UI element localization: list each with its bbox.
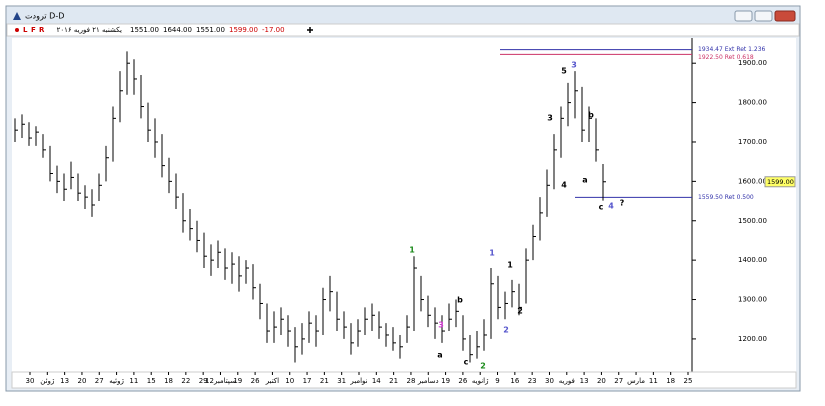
y-tick-label: 1600.00 [738,177,767,185]
x-tick-label: 27 [95,377,104,385]
price-axis-area [692,38,796,372]
wave-label: 3 [571,61,577,70]
x-tick-label: 13 [60,377,69,385]
last-price-box [764,176,796,188]
x-tick-label: ژانویه [472,377,489,385]
level-label: 1559.50 Ret 0.500 [698,194,754,201]
wave-label: 2 [503,326,509,335]
x-tick-label: 19 [233,377,242,385]
y-tick-label: 1200.00 [738,335,767,343]
minimize-button[interactable] [734,10,753,22]
wave-label: 5 [561,67,567,76]
x-tick-label: نوامبر [349,377,367,385]
wave-label: 2 [480,362,486,371]
x-tick-label: 15 [147,377,156,385]
x-tick-label: 18 [666,377,675,385]
x-tick-label: ژوئن [40,377,55,385]
x-tick-label: 17 [303,377,312,385]
x-tick-label: اکتبر [265,377,279,385]
quote-value: 1599.00 [229,26,258,34]
app-icon [13,12,21,20]
x-tick-label: 18 [164,377,173,385]
x-tick-label: 12سپتامبر [205,377,236,385]
level-label: 1922.50 Ret 0.618 [698,54,754,61]
quote-value: 1551.00 [130,26,159,34]
toolbar-item: R [39,26,45,34]
wave-label: c [464,358,469,367]
wave-label: a [437,351,442,360]
x-tick-label: 10 [285,377,294,385]
y-tick-label: 1500.00 [738,217,767,225]
x-tick-label: 27 [614,377,623,385]
x-tick-label: 30 [545,377,554,385]
title-bar [7,7,799,24]
x-tick-label: 25 [684,377,693,385]
toolbar-item: F [31,26,36,34]
x-tick-label: فوریه [559,377,575,385]
x-tick-label: 20 [597,377,606,385]
y-tick-label: 1800.00 [738,99,767,107]
x-tick-label: 26 [251,377,260,385]
toolbar [6,23,800,37]
x-tick-label: 9 [495,377,499,385]
status-dot [15,28,19,32]
x-tick-label: 22 [181,377,190,385]
x-tick-label: 20 [77,377,86,385]
y-tick-label: 1300.00 [738,296,767,304]
quote-value: 1551.00 [196,26,225,34]
x-tick-label: 16 [510,377,519,385]
x-tick-label: 31 [337,377,346,385]
date-label: یکشنبه ۲۱ فوریه ۲۰۱۶ [57,26,122,34]
x-tick-label: 30 [26,377,35,385]
y-tick-label: 1900.00 [738,59,767,67]
window-title: ترودت D-D [25,12,64,21]
wave-label: 4 [608,202,614,211]
toolbar-item: L [23,26,28,34]
wave-label: c [599,203,604,212]
x-tick-label: 19 [441,377,450,385]
level-label: 1934.47 Ext Ret 1.236 [698,46,766,53]
x-tick-label: 21 [320,377,329,385]
x-tick-label: 11 [129,377,138,385]
x-tick-label: 23 [528,377,537,385]
x-tick-label: 13 [580,377,589,385]
maximize-button[interactable] [754,10,773,22]
y-tick-label: 1700.00 [738,138,767,146]
wave-label: ? [620,199,625,208]
time-axis-area [11,371,797,389]
wave-label: 1 [409,246,415,255]
wave-label: 1 [507,261,513,270]
close-button[interactable] [774,10,796,22]
quote-value: 1644.00 [163,26,192,34]
x-tick-label: 28 [406,377,415,385]
x-tick-label: ژوئیه [109,377,124,385]
wave-label: a [582,176,587,185]
x-tick-label: مارس [627,377,645,385]
x-tick-label: 21 [389,377,398,385]
quote-value: -17.00 [262,26,285,34]
x-tick-label: دسامبر [417,377,439,385]
x-tick-label: 11 [649,377,658,385]
wave-label: b [457,296,463,305]
y-tick-label: 1400.00 [738,256,767,264]
x-tick-label: 14 [372,377,381,385]
wave-label: 3 [438,321,444,330]
wave-label: b [588,111,594,120]
wave-label: 2 [517,307,523,316]
x-tick-label: 26 [458,377,467,385]
x-tick-label: 29 [199,377,208,385]
wave-label: 3 [547,114,553,123]
wave-label: 4 [561,181,567,190]
wave-label: 1 [489,249,495,258]
last-price-label: 1599.00 [767,178,794,186]
plot-area [12,38,692,372]
